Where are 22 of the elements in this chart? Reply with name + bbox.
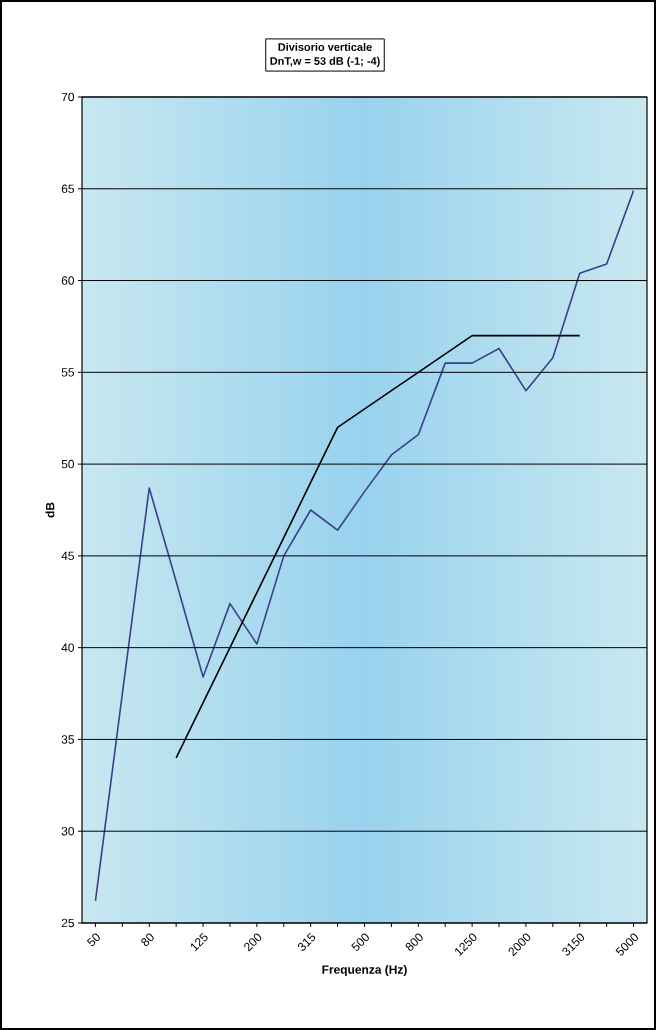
line-series <box>94 189 635 902</box>
x-tick-label: 315 <box>297 932 316 951</box>
y-tick-label: 40 <box>61 643 75 652</box>
y-tick-label: 60 <box>61 276 75 285</box>
y-tick-label: 25 <box>61 918 74 928</box>
y-tick-label: 35 <box>61 735 74 744</box>
x-tick-label: 50 <box>86 933 100 947</box>
y-tick-label: 30 <box>61 826 75 836</box>
y-axis-title: dB <box>45 502 55 518</box>
y-tick-label: 70 <box>61 92 75 102</box>
x-tick-label: 500 <box>351 933 369 951</box>
chart-subtitle: DnT,w = 53 dB (-1; -4) <box>270 56 380 68</box>
y-tick-label: 65 <box>61 184 74 193</box>
y-tick-label: 50 <box>61 459 75 469</box>
x-tick-label: 80 <box>141 933 154 947</box>
chart-title: Divisorio verticale <box>278 42 372 51</box>
y-tick-label: 45 <box>61 551 74 561</box>
x-tick-label: 800 <box>405 933 423 951</box>
x-tick-label: 125 <box>190 932 208 952</box>
x-tick-label: 200 <box>244 933 262 952</box>
x-axis-title: Frequenza (Hz) <box>322 964 407 977</box>
y-tick-label: 55 <box>61 368 74 377</box>
